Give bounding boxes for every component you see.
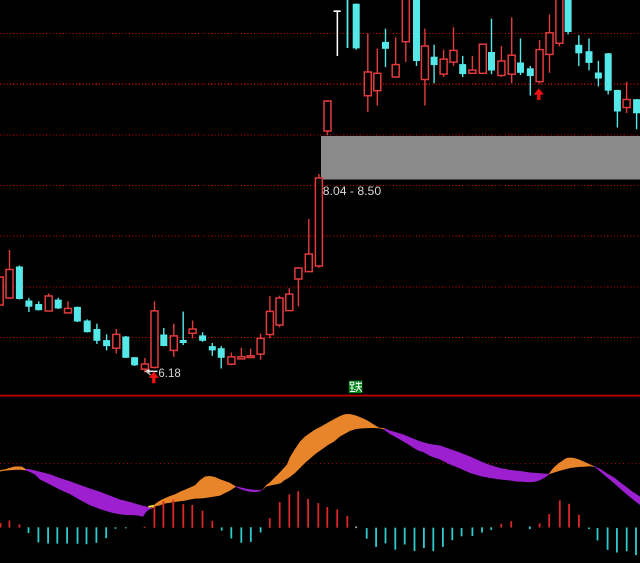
svg-text:6.18: 6.18: [158, 366, 181, 380]
svg-text:8.04 - 8.50: 8.04 - 8.50: [323, 184, 382, 198]
